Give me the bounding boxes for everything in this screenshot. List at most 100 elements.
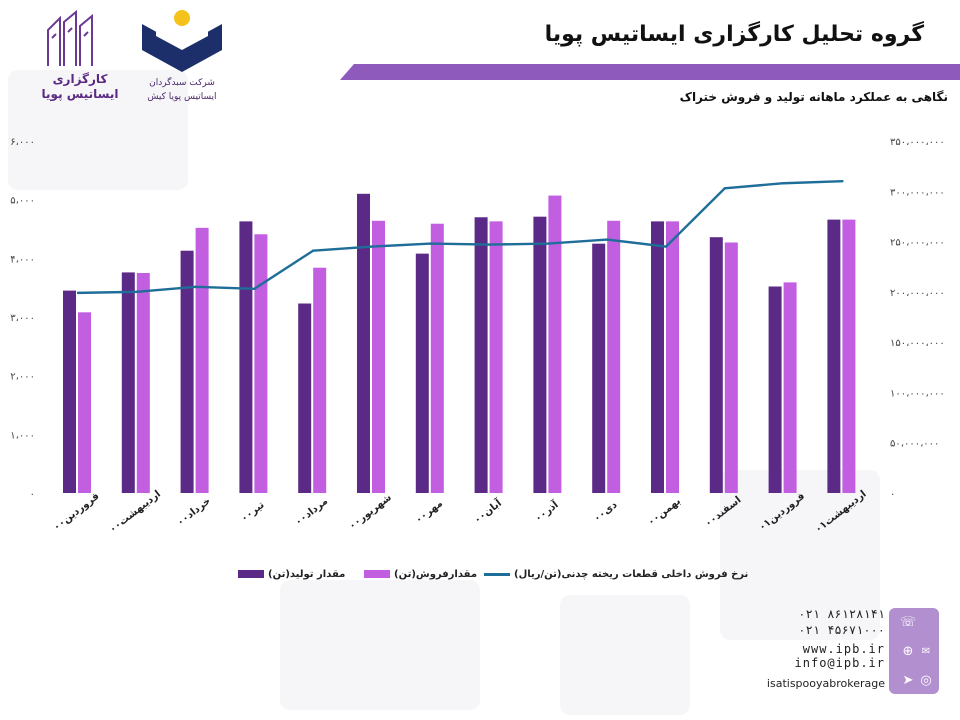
production-bar bbox=[533, 216, 547, 493]
price-point bbox=[312, 249, 315, 252]
x-tick-label: فروردین۰۰ bbox=[51, 491, 101, 533]
x-tick-label: آذر۰۰ bbox=[532, 498, 561, 525]
website-link[interactable]: www.ipb.ir bbox=[802, 642, 885, 656]
price-point bbox=[841, 180, 844, 183]
price-line bbox=[77, 180, 843, 295]
x-tick-label: دی۰۰ bbox=[592, 500, 620, 525]
legend-label-price: نرخ فروش داخلی قطعات ریخته چدنی(تن/ریال) bbox=[514, 569, 749, 580]
sales-bar bbox=[254, 234, 268, 493]
chart: ۰ ۱،۰۰۰ ۲،۰۰۰ ۳،۰۰۰ ۴،۰۰۰ ۵،۰۰۰ ۶،۰۰۰ ۰ ۵۰،۰۰۰،۰… bbox=[10, 137, 945, 536]
building-logo-icon bbox=[47, 9, 93, 66]
logo-text-line2: ایساتیس پویا کیش bbox=[147, 92, 217, 102]
sales-bar bbox=[489, 221, 503, 493]
sales-bar bbox=[430, 223, 444, 493]
background-card bbox=[560, 595, 690, 715]
page-title: گروه تحلیل کارگزاری ایساتیس پویا bbox=[544, 22, 924, 47]
legend-swatch-price bbox=[484, 573, 510, 576]
price-point bbox=[253, 287, 256, 291]
logo-text-line1: شرکت سبدگردان bbox=[149, 78, 215, 88]
legend-swatch-sales bbox=[364, 570, 390, 578]
portfolio-company-logo: شرکت سبدگردان ایساتیس پویا کیش bbox=[132, 6, 232, 116]
price-point bbox=[606, 238, 609, 241]
chart-subtitle: نگاهی به عملکرد ماهانه تولید و فروش خترا… bbox=[679, 90, 948, 104]
production-bar bbox=[63, 290, 76, 493]
production-bar bbox=[298, 303, 312, 493]
sales-bar bbox=[842, 219, 856, 493]
price-point bbox=[664, 245, 668, 248]
y-left-tick-label: ۶،۰۰۰ bbox=[10, 137, 35, 148]
y-right-tick-label: ۱۰۰،۰۰۰،۰۰۰ bbox=[890, 388, 945, 399]
price-point bbox=[723, 187, 726, 190]
background-card bbox=[280, 580, 480, 710]
contact-icon-panel: ☏ ⊕ ✉ ➤ ◎ bbox=[889, 608, 939, 694]
production-bar bbox=[357, 193, 370, 494]
sales-bar bbox=[313, 267, 327, 493]
instagram-handle[interactable]: isatispooyabrokerage bbox=[766, 677, 885, 690]
price-point bbox=[429, 242, 432, 245]
y-right-tick-label: ۱۵۰،۰۰۰،۰۰۰ bbox=[890, 338, 945, 349]
phone-1: ۰۲۱ ۸۶۱۲۸۱۴۱ bbox=[798, 607, 885, 621]
price-point bbox=[194, 285, 197, 289]
legend-label-production: مقدار تولید(تن) bbox=[268, 569, 346, 580]
x-tick-label: فروردین۰۱ bbox=[757, 491, 807, 533]
web-icon: ⊕ bbox=[902, 644, 914, 659]
x-tick-label: اردیبهشت۰۱ bbox=[813, 489, 868, 536]
price-point bbox=[488, 243, 491, 246]
background-card bbox=[720, 470, 880, 640]
sales-bar bbox=[607, 220, 621, 493]
production-bar bbox=[827, 219, 841, 493]
y-right-tick-label: ۲۵۰،۰۰۰،۰۰۰ bbox=[890, 238, 945, 249]
phone-icon: ☏ bbox=[899, 615, 917, 630]
y-left-tick-label: ۰ bbox=[30, 489, 35, 500]
legend-label-sales: مقدارفروش(تن) bbox=[394, 569, 478, 580]
logo-brand-line2: ایساتیس پویا bbox=[41, 87, 119, 101]
production-bar bbox=[415, 253, 429, 493]
x-tick-label: بهمن۰۰ bbox=[646, 496, 683, 528]
sales-bar bbox=[548, 195, 562, 493]
y-left-tick-label: ۴،۰۰۰ bbox=[10, 254, 35, 265]
y-left-tick-label: ۵،۰۰۰ bbox=[10, 196, 35, 207]
legend-swatch-production bbox=[238, 570, 264, 578]
mail-icon: ✉ bbox=[921, 646, 931, 657]
book-logo-icon bbox=[142, 10, 222, 72]
y-right-tick-label: ۰ bbox=[890, 489, 895, 500]
sales-bar bbox=[724, 242, 738, 493]
sales-bar bbox=[78, 312, 91, 493]
sales-bar bbox=[195, 227, 209, 493]
price-point bbox=[782, 182, 785, 185]
y-left-tick-label: ۲،۰۰۰ bbox=[10, 372, 35, 383]
sales-bar bbox=[666, 221, 679, 493]
x-tick-label: شهریور۰۰ bbox=[347, 492, 394, 532]
sales-bar bbox=[783, 282, 797, 493]
background-card bbox=[8, 70, 188, 190]
production-bar bbox=[180, 250, 194, 493]
x-tick-label: مهر۰۰ bbox=[414, 498, 445, 526]
x-tick-label: تیر۰۰ bbox=[239, 499, 267, 524]
y-right-tick-label: ۵۰،۰۰۰،۰۰۰ bbox=[890, 439, 939, 450]
x-tick-label: اسفند۰۰ bbox=[703, 495, 743, 530]
price-point bbox=[76, 291, 80, 295]
production-bar bbox=[709, 237, 723, 493]
production-bar bbox=[121, 272, 135, 493]
y-left-tick-label: ۱،۰۰۰ bbox=[10, 430, 35, 441]
x-tick-label: خرداد۰۰ bbox=[175, 496, 213, 529]
phone-2: ۰۲۱ ۴۵۶۷۱۰۰۰ bbox=[798, 623, 885, 637]
brokerage-logo: کارگزاری ایساتیس پویا bbox=[30, 8, 130, 108]
price-point bbox=[547, 242, 550, 245]
production-bar bbox=[474, 217, 488, 493]
y-right-tick-label: ۳۵۰،۰۰۰،۰۰۰ bbox=[890, 137, 945, 148]
sales-bar bbox=[372, 220, 385, 493]
x-tick-label: مرداد۰۰ bbox=[293, 496, 330, 528]
header-band bbox=[340, 64, 960, 80]
sales-bar bbox=[136, 273, 150, 493]
email-link[interactable]: info@ipb.ir bbox=[794, 656, 885, 670]
logo-brand-line1: کارگزاری bbox=[52, 72, 108, 86]
instagram-icon: ◎ bbox=[920, 673, 932, 688]
y-right-tick-label: ۳۰۰،۰۰۰،۰۰۰ bbox=[890, 187, 945, 198]
x-tick-label: آبان۰۰ bbox=[471, 496, 504, 526]
production-bar bbox=[651, 221, 664, 493]
y-left-tick-label: ۳،۰۰۰ bbox=[10, 313, 35, 324]
telegram-icon: ➤ bbox=[902, 673, 914, 688]
production-bar bbox=[592, 243, 606, 493]
x-tick-label: اردیبهشت۰۰ bbox=[108, 489, 163, 536]
